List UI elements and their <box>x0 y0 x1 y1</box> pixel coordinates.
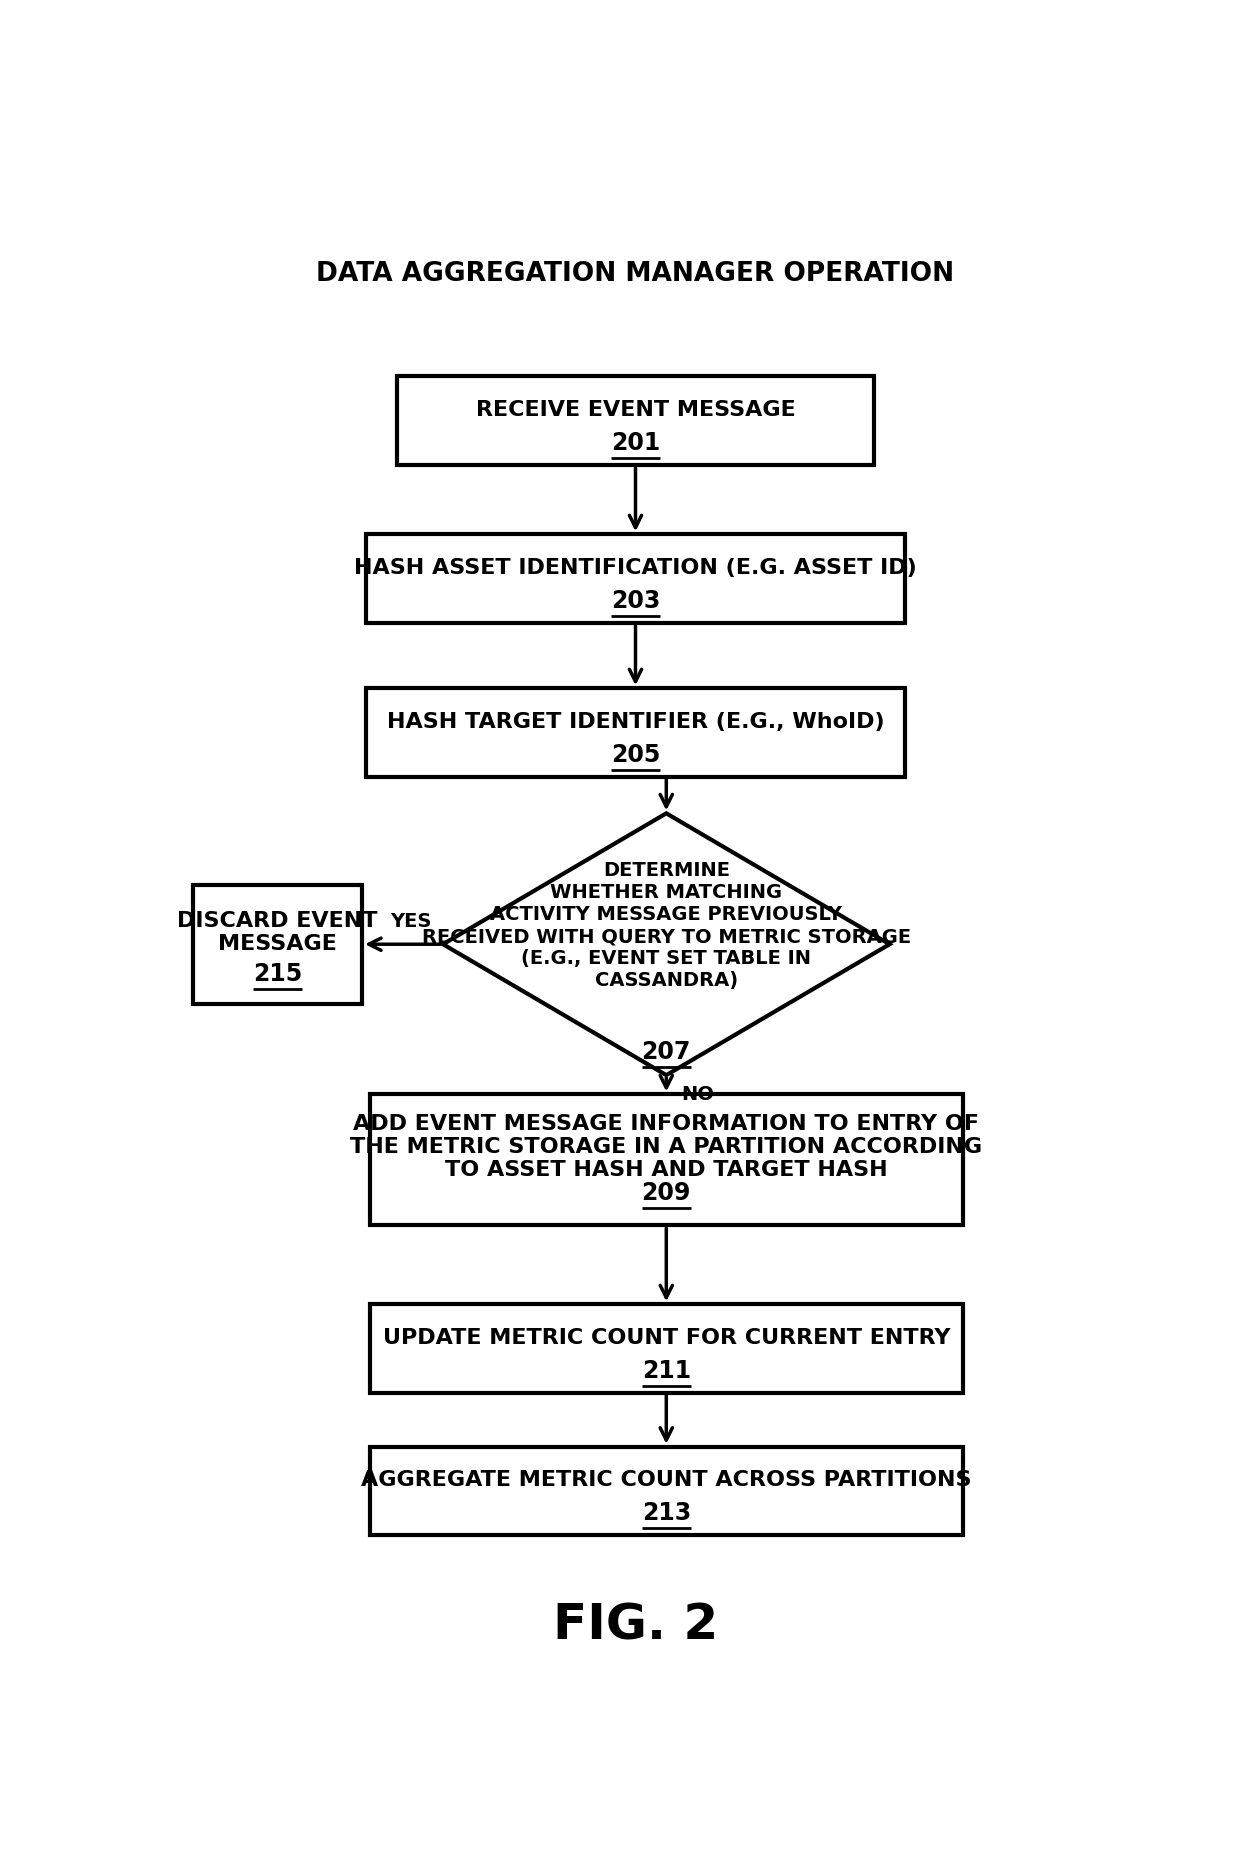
Text: DATA AGGREGATION MANAGER OPERATION: DATA AGGREGATION MANAGER OPERATION <box>316 262 955 288</box>
Text: 207: 207 <box>641 1039 691 1063</box>
FancyBboxPatch shape <box>192 884 362 1004</box>
Text: HASH TARGET IDENTIFIER (E.G., WhoID): HASH TARGET IDENTIFIER (E.G., WhoID) <box>387 712 884 733</box>
Text: 211: 211 <box>642 1359 691 1383</box>
Text: FIG. 2: FIG. 2 <box>553 1602 718 1650</box>
Text: DISCARD EVENT
MESSAGE: DISCARD EVENT MESSAGE <box>177 910 378 953</box>
Text: AGGREGATE METRIC COUNT ACROSS PARTITIONS: AGGREGATE METRIC COUNT ACROSS PARTITIONS <box>361 1471 972 1490</box>
Text: ADD EVENT MESSAGE INFORMATION TO ENTRY OF
THE METRIC STORAGE IN A PARTITION ACCO: ADD EVENT MESSAGE INFORMATION TO ENTRY O… <box>350 1114 982 1179</box>
FancyBboxPatch shape <box>370 1095 962 1226</box>
Text: UPDATE METRIC COUNT FOR CURRENT ENTRY: UPDATE METRIC COUNT FOR CURRENT ENTRY <box>383 1327 950 1348</box>
Text: NO: NO <box>682 1084 714 1105</box>
Text: 209: 209 <box>641 1181 691 1204</box>
Text: DETERMINE
WHETHER MATCHING
ACTIVITY MESSAGE PREVIOUSLY
RECEIVED WITH QUERY TO ME: DETERMINE WHETHER MATCHING ACTIVITY MESS… <box>422 862 911 991</box>
FancyBboxPatch shape <box>397 376 874 465</box>
Text: 215: 215 <box>253 963 303 987</box>
Text: 213: 213 <box>641 1501 691 1525</box>
Text: 205: 205 <box>611 742 660 766</box>
Text: RECEIVE EVENT MESSAGE: RECEIVE EVENT MESSAGE <box>476 400 795 421</box>
FancyBboxPatch shape <box>370 1447 962 1534</box>
Polygon shape <box>443 813 889 1075</box>
FancyBboxPatch shape <box>370 1305 962 1392</box>
Text: 203: 203 <box>611 589 660 613</box>
Text: 201: 201 <box>611 430 660 454</box>
Text: YES: YES <box>391 912 432 931</box>
FancyBboxPatch shape <box>366 688 905 778</box>
FancyBboxPatch shape <box>366 535 905 622</box>
Text: HASH ASSET IDENTIFICATION (E.G. ASSET ID): HASH ASSET IDENTIFICATION (E.G. ASSET ID… <box>355 557 916 578</box>
